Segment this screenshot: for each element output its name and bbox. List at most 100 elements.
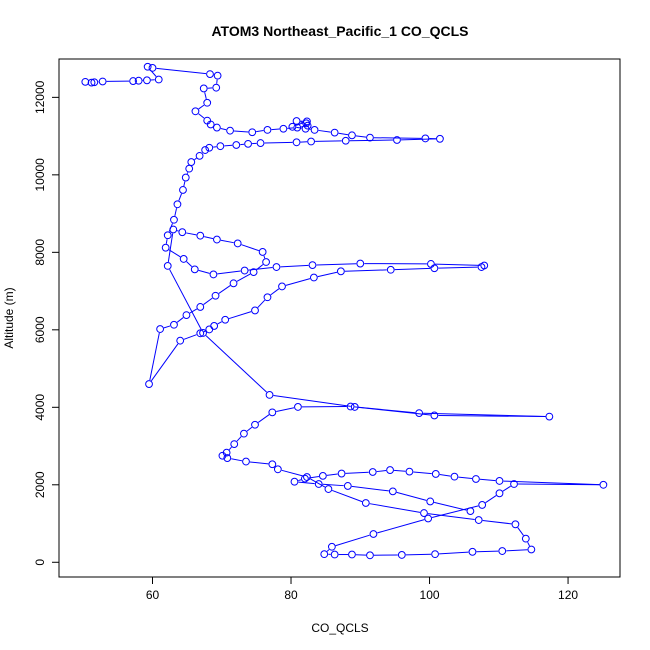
series-segment — [354, 406, 416, 414]
data-point — [251, 420, 259, 429]
data-point — [386, 466, 394, 474]
data-point — [268, 408, 277, 417]
y-axis-label: Altitude (m) — [2, 287, 16, 348]
series-segment — [186, 172, 189, 175]
data-point — [223, 454, 232, 462]
series-segment — [280, 264, 309, 268]
data-point — [430, 264, 439, 273]
data-point — [346, 402, 355, 411]
series-segment — [377, 519, 425, 534]
data-point — [251, 306, 259, 315]
data-point — [393, 136, 401, 144]
data-point — [426, 497, 435, 506]
series-segment — [228, 446, 232, 450]
series-segment — [263, 255, 266, 259]
data-point — [265, 391, 274, 399]
data-point — [431, 550, 439, 559]
data-point — [511, 520, 520, 529]
series-segment — [345, 471, 369, 474]
data-point — [330, 550, 339, 559]
data-point — [430, 411, 439, 420]
data-point — [350, 403, 359, 411]
data-point — [263, 293, 272, 302]
data-point — [495, 489, 504, 498]
series-segment — [149, 332, 160, 381]
data-point — [468, 547, 477, 556]
data-point — [212, 83, 221, 92]
data-point — [424, 514, 433, 523]
series-segment — [256, 264, 264, 270]
data-point — [248, 128, 257, 137]
series-segment — [506, 549, 528, 552]
data-point — [87, 78, 96, 87]
series-segment — [156, 67, 207, 75]
data-point — [279, 124, 288, 133]
series-segment — [186, 261, 193, 267]
series-segment — [369, 503, 421, 513]
series-segment — [298, 479, 302, 482]
data-point — [474, 516, 483, 524]
series-segment — [204, 92, 207, 100]
data-point — [199, 329, 207, 337]
data-point — [415, 409, 424, 418]
series-segment — [335, 534, 370, 547]
data-point — [388, 487, 397, 496]
series-segment — [376, 470, 387, 473]
series-segment — [281, 469, 304, 477]
series-segment — [228, 311, 252, 320]
y-tick-label: 0 — [33, 559, 47, 566]
data-point — [182, 311, 191, 319]
series-segment — [479, 478, 496, 482]
data-point — [244, 139, 252, 148]
data-point — [163, 261, 172, 270]
series-segment — [248, 266, 273, 271]
series-segment — [373, 137, 422, 139]
data-point — [262, 258, 270, 266]
data-point — [599, 480, 608, 489]
data-point — [290, 477, 299, 486]
series-segment — [178, 193, 182, 201]
series-segment — [405, 553, 432, 556]
series-segment — [413, 471, 432, 475]
data-point — [300, 474, 309, 483]
data-point — [179, 186, 187, 194]
data-point — [169, 225, 178, 234]
series-segment — [165, 239, 168, 244]
data-point — [134, 76, 143, 85]
data-point — [145, 380, 153, 388]
series-segment — [176, 317, 184, 323]
data-point — [292, 138, 301, 147]
data-point — [233, 239, 242, 248]
data-point — [521, 534, 530, 543]
data-point — [292, 117, 301, 125]
data-point — [336, 267, 345, 276]
series-segment — [183, 334, 197, 340]
data-point — [337, 469, 346, 478]
x-axis-label: CO_QCLS — [311, 621, 368, 635]
data-point — [190, 265, 199, 274]
data-point — [206, 120, 215, 129]
data-point — [170, 215, 178, 224]
data-point — [309, 273, 318, 282]
series-segment — [249, 461, 269, 465]
series-segment — [220, 128, 227, 131]
data-point — [273, 465, 282, 474]
series-segment — [338, 132, 349, 136]
data-point — [318, 471, 327, 480]
data-point — [196, 329, 205, 338]
y-axis: 0 2000 4000 6000 8000 10000 12000 — [33, 80, 60, 566]
data-point — [327, 542, 336, 551]
data-point — [341, 136, 350, 145]
data-point — [229, 279, 238, 288]
series-segment — [273, 394, 351, 407]
data-point — [308, 261, 317, 270]
data-point — [176, 336, 185, 345]
series-segment — [518, 483, 600, 486]
series-segment — [217, 321, 222, 325]
series-segment — [434, 263, 481, 266]
x-tick-label: 80 — [284, 588, 298, 602]
series-segment — [186, 232, 197, 236]
series-segment — [217, 270, 241, 275]
data-point — [324, 485, 333, 493]
